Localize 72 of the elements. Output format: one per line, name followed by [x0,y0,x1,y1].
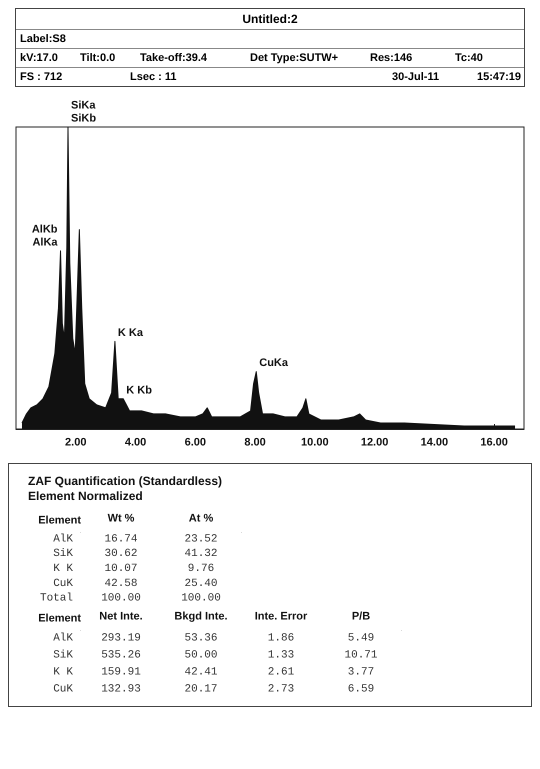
data-label: 5.49 [348,632,374,644]
data-label: 3.77 [348,666,374,678]
y-tick-label: K K [53,563,74,575]
data-label: 293.19 [101,632,141,644]
data-label: 132.93 [101,684,141,696]
y-tick-label: SiK [53,650,74,662]
annotation: CuKa [259,357,289,370]
data-label: 9.76 [188,563,214,575]
x-tick-label: 8.00 [244,436,266,448]
data-label: 50.00 [184,650,218,662]
annotation: SiKb [70,112,96,124]
data-label: 100.00 [101,592,141,605]
y-tick-label: K K [53,666,74,678]
y-tick-label: AlK [53,632,74,644]
data-label: 10.71 [344,650,378,662]
text: Tilt:0.0 [79,51,116,66]
data-label: 25.40 [184,578,218,590]
data-label: 16.74 [104,533,138,546]
text: FS : 712 [19,70,64,85]
text: Det Type:SUTW+ [249,51,340,66]
text: Tc:40 [454,51,484,66]
data-label: 6.59 [348,684,374,696]
text: Lsec : 11 [129,70,178,85]
data-label: 2.61 [268,666,295,678]
annotation: AlKb [32,223,58,236]
x-tick-label: P/B [352,610,370,622]
text: Take-off:39.4 [139,51,208,66]
data-label: 100.00 [181,592,221,605]
text: 15:47:19 [476,70,522,85]
x-tick-label: Net Inte. [99,610,143,622]
data-label: 1.86 [268,632,294,644]
y-tick-label: Total [40,592,73,605]
data-label: 1.33 [268,650,294,662]
text: Res:146 [369,51,414,66]
x-tick-label: 4.00 [124,436,146,448]
x-tick-label: At % [188,512,214,524]
text: kV:17.0 [19,51,59,66]
data-label: 23.52 [184,533,218,546]
data-label: 42.58 [104,578,138,590]
x-tick-label: 10.00 [301,436,329,448]
data-label: 159.91 [101,666,142,678]
data-label: 41.32 [184,548,218,560]
x-tick-label: 16.00 [480,436,508,448]
data-label: 42.41 [184,666,218,678]
annotation: K Kb [126,384,152,396]
y-axis-title: Element [38,514,82,526]
x-tick-label: Inte. Error [254,610,308,622]
annotation: AlKa [32,236,58,248]
x-tick-label: Bkgd Inte. [174,610,228,622]
y-tick-label: AlK [53,533,74,546]
y-tick-label: CuK [53,684,74,696]
y-tick-label: CuK [53,578,74,590]
data-label: 535.26 [101,650,141,662]
annotation: K Ka [118,326,144,339]
data-label: 2.73 [268,684,294,696]
x-tick-label: 2.00 [65,436,86,448]
text: Label:S8 [16,30,524,49]
text: 30-Jul-11 [391,70,440,85]
x-tick-label: 12.00 [360,436,388,448]
annotation: SiKa [70,100,96,112]
x-tick-label: 14.00 [420,436,448,448]
data-label: 20.17 [184,684,218,696]
data-label: 30.62 [104,548,138,560]
chart-title: ZAF Quantification (Standardless) [28,474,222,488]
y-axis-title: Element [38,612,82,624]
x-tick-label: Wt % [108,512,135,524]
y-tick-label: SiK [53,548,74,560]
chart-subtitle: Element Normalized [28,489,143,503]
text: Untitled:2 [16,9,524,30]
x-tick-label: 6.00 [184,436,206,448]
data-label: 10.07 [104,563,138,575]
data-label: 53.36 [184,632,218,644]
